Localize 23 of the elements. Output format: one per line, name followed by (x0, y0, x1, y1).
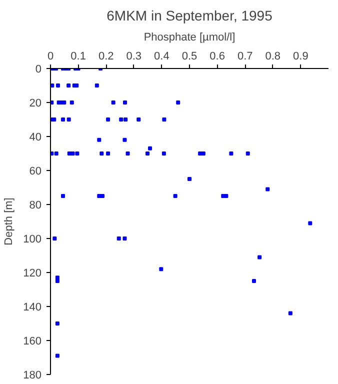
y-tick-label: 20 (29, 98, 42, 110)
x-tick-label: 0.8 (265, 50, 281, 62)
y-tick-label: 60 (29, 166, 42, 178)
y-tick-label: 40 (29, 132, 42, 144)
x-tick-label: 0.2 (98, 50, 114, 62)
y-tick-label: 100 (23, 234, 42, 246)
x-tick-label: 0.9 (293, 50, 308, 62)
y-tick-label: 160 (23, 336, 42, 348)
y-tick-label: 0 (35, 64, 42, 76)
y-tick-label: 180 (23, 370, 42, 382)
y-tick-label: 140 (23, 302, 42, 314)
x-tick-label: 0.4 (154, 50, 170, 62)
y-tick-label: 80 (29, 200, 42, 212)
y-tick-label: 120 (23, 268, 42, 280)
x-tick-label: 0.7 (237, 50, 253, 62)
x-tick-label: 0.3 (126, 50, 142, 62)
x-axis-title: Phosphate [µmol/l] (144, 32, 236, 44)
chart-title: 6MKM in September, 1995 (106, 8, 273, 24)
x-tick-label: 0 (47, 50, 54, 62)
x-tick-label: 0.1 (70, 50, 86, 62)
x-tick-label: 0.6 (210, 50, 225, 62)
x-tick-label: 0.5 (182, 50, 198, 62)
y-axis-title: Depth [m] (3, 198, 16, 246)
